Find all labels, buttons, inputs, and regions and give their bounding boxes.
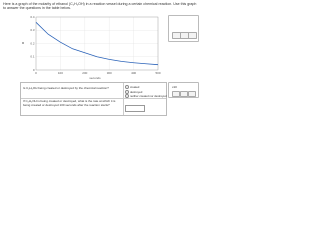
help-button[interactable] xyxy=(188,90,196,97)
x-tick-label: 0 xyxy=(35,71,37,75)
y-tick-label: 0.4 xyxy=(30,15,35,19)
y-axis-label: M xyxy=(22,41,25,45)
x-tick-label: 400 xyxy=(131,71,136,75)
plot-frame xyxy=(35,16,159,71)
column-divider xyxy=(123,83,124,115)
data-line xyxy=(35,22,159,66)
option-label: neither created nor destroyed xyxy=(130,94,167,98)
option[interactable]: created xyxy=(125,85,140,90)
scientific-notation-button[interactable]: x10 xyxy=(172,85,177,89)
x-tick-label: 100 xyxy=(58,71,63,75)
page: { "intro": "Here is a graph of the molar… xyxy=(0,0,200,116)
option-label: destroyed xyxy=(130,89,143,94)
option[interactable]: neither created nor destroyed xyxy=(125,94,167,99)
y-tick-label: 0.1 xyxy=(30,55,35,59)
y-tick-label: 0.2 xyxy=(30,41,35,45)
y-tick-label: 0.3 xyxy=(30,28,35,32)
answer-tools: x10 xyxy=(168,82,199,98)
question-2: If C₂H₅OH is being created or destroyed,… xyxy=(23,99,116,107)
row-divider xyxy=(21,98,166,99)
option[interactable]: destroyed xyxy=(125,90,142,94)
undo-button[interactable] xyxy=(180,90,188,97)
question-1: Is C₂H₅OH being created or destroyed by … xyxy=(23,86,109,90)
question-table: Is C₂H₅OH being created or destroyed by … xyxy=(20,82,167,116)
help-button[interactable] xyxy=(188,32,197,39)
x-axis-label: seconds xyxy=(89,76,101,80)
x-tick-label: 200 xyxy=(82,71,87,75)
x-tick-label: 500 xyxy=(155,71,160,75)
answer-input[interactable] xyxy=(125,105,145,112)
x-tick-label: 300 xyxy=(107,71,112,75)
option-label: created xyxy=(130,85,140,89)
chart: M seconds 00.10.20.30.40 100 200 300 400 500 xyxy=(22,15,161,80)
check-button[interactable] xyxy=(172,90,180,97)
intro-text: Here is a graph of the molarity of ethan… xyxy=(3,2,197,11)
y-tick-label: 0 xyxy=(33,68,35,72)
graph-tools xyxy=(168,15,199,42)
